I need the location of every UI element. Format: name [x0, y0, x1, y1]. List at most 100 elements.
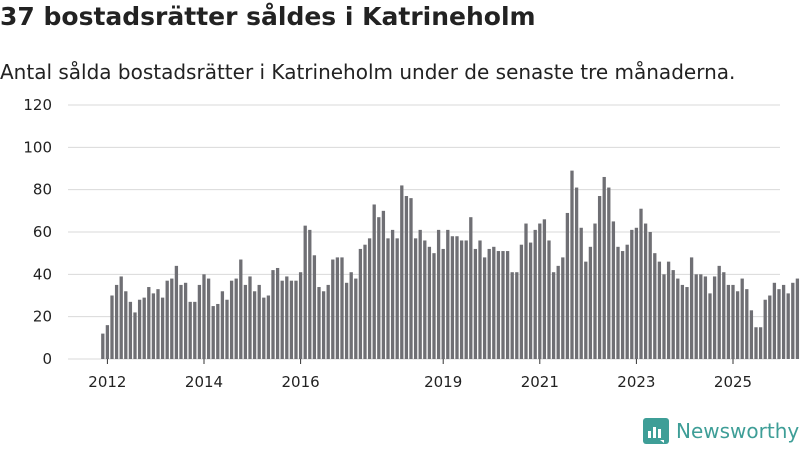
bar	[110, 295, 114, 359]
bar	[220, 291, 225, 359]
bar	[262, 297, 266, 359]
bar	[754, 327, 758, 359]
bar	[124, 291, 128, 359]
x-tick-label: 2025	[714, 373, 752, 391]
bar	[584, 261, 588, 359]
bar	[777, 289, 781, 359]
bar	[344, 282, 349, 359]
bar	[137, 299, 142, 359]
bar	[694, 274, 698, 359]
bar	[206, 278, 211, 359]
bar	[312, 255, 317, 359]
bar	[758, 327, 763, 359]
bar	[331, 259, 335, 359]
bar	[275, 267, 280, 359]
chart-subtitle: Antal sålda bostadsrätter i Katrineholm …	[0, 60, 736, 84]
bar	[349, 272, 353, 359]
x-tick-label: 2014	[185, 373, 223, 391]
bar	[280, 280, 284, 359]
bar	[294, 280, 298, 359]
bar	[745, 289, 749, 359]
x-tick-label: 2023	[617, 373, 655, 391]
bar	[367, 238, 372, 359]
bar	[570, 170, 574, 359]
bar	[671, 270, 675, 359]
bar	[418, 229, 422, 359]
bar	[588, 246, 593, 359]
bar	[579, 227, 583, 359]
bar	[653, 253, 657, 359]
bar	[699, 274, 703, 359]
bar	[611, 221, 616, 359]
bar	[363, 244, 367, 359]
bar	[772, 282, 777, 359]
bar	[459, 240, 464, 359]
bar	[395, 238, 399, 359]
bar	[648, 232, 652, 359]
bar	[634, 227, 639, 359]
bar	[413, 238, 418, 359]
bar	[160, 297, 165, 359]
bar	[377, 217, 381, 359]
bar	[358, 248, 363, 359]
bar	[317, 287, 321, 359]
bar	[620, 251, 625, 359]
bar	[170, 278, 174, 359]
bar	[712, 276, 717, 359]
bar	[547, 240, 551, 359]
bar	[602, 176, 606, 359]
bar	[749, 310, 754, 359]
bar	[607, 187, 611, 359]
bar	[133, 312, 137, 359]
bar	[257, 284, 261, 359]
x-tick-label: 2019	[424, 373, 462, 391]
bar	[731, 284, 735, 359]
bar	[676, 278, 680, 359]
x-tick-label: 2012	[88, 373, 126, 391]
bar	[556, 265, 560, 359]
bar	[616, 246, 620, 359]
bar	[183, 282, 188, 359]
bar	[538, 223, 542, 359]
newsworthy-logo[interactable]: Newsworthy	[643, 418, 799, 444]
bar	[717, 265, 721, 359]
bar	[768, 295, 772, 359]
bar	[528, 242, 533, 359]
bar	[469, 217, 473, 359]
bar	[519, 244, 524, 359]
bar	[662, 274, 666, 359]
bar	[335, 257, 340, 359]
bar	[174, 265, 179, 359]
bar	[239, 259, 243, 359]
y-tick-label: 40	[33, 265, 52, 283]
bar-layer	[101, 170, 800, 359]
bar	[229, 280, 234, 359]
y-tick-label: 100	[23, 138, 52, 156]
bar	[542, 219, 547, 359]
bar	[303, 225, 307, 359]
bar	[142, 297, 146, 359]
bar	[234, 278, 238, 359]
bar	[372, 204, 376, 359]
bar	[165, 280, 169, 359]
bar	[505, 251, 510, 359]
bar	[551, 272, 556, 359]
bar	[114, 284, 119, 359]
bar	[478, 240, 482, 359]
bar	[252, 291, 257, 359]
bar	[289, 280, 294, 359]
bar	[225, 299, 229, 359]
x-tick-label: 2021	[521, 373, 559, 391]
x-tick-label: 2016	[282, 373, 320, 391]
bar	[786, 293, 790, 359]
bar	[216, 303, 220, 359]
label-layer: 0 20 40 60 80 100 120 2012 2014 2016 2019 2021 2023 2…	[23, 96, 752, 391]
bar	[340, 257, 344, 359]
bar	[791, 282, 795, 359]
bar	[354, 278, 358, 359]
bar	[657, 261, 662, 359]
bar	[666, 261, 671, 359]
bar	[565, 212, 570, 359]
bar	[482, 257, 487, 359]
